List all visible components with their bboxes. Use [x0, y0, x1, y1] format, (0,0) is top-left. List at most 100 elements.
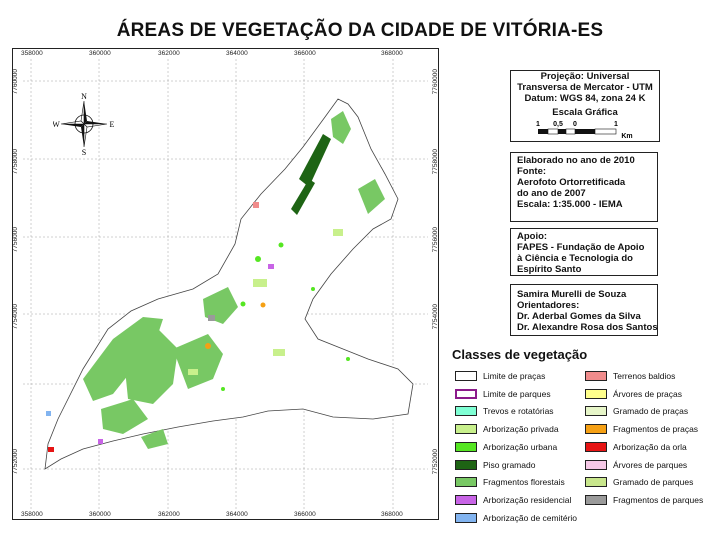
authors-line: Orientadores:	[517, 300, 580, 311]
y-tick-left: 7758000	[12, 149, 19, 175]
legend-label: Arborização privada	[483, 424, 559, 435]
support-line: Apoio:	[517, 231, 548, 242]
x-tick-top: 358000	[21, 50, 43, 57]
legend-item: Gramado de praças	[585, 405, 688, 417]
compass-north: N	[81, 93, 87, 101]
support-line: Espírito Santo	[517, 264, 582, 275]
x-tick-top: 368000	[381, 50, 403, 57]
legend-label: Terrenos baldios	[613, 371, 676, 381]
scale-label: 1	[614, 121, 618, 128]
x-tick-bottom: 360000	[89, 511, 111, 518]
legend-swatch	[585, 406, 607, 417]
x-tick-bottom: 362000	[158, 511, 180, 518]
authors-line: Dr. Aderbal Gomes da Silva	[517, 311, 641, 322]
legend-label: Árvores de parques	[613, 459, 688, 470]
legend-swatch	[455, 424, 477, 435]
x-tick-top: 360000	[89, 50, 111, 57]
x-tick-bottom: 366000	[294, 511, 316, 518]
legend-swatch	[455, 441, 477, 452]
compass-east: E	[110, 120, 115, 129]
legend-label: Gramado de parques	[613, 477, 694, 488]
scale-title: Escala Gráfica	[552, 107, 618, 118]
legend-label: Arborização residencial	[483, 494, 572, 505]
x-tick-top: 366000	[294, 50, 316, 57]
legend-swatch	[455, 477, 477, 488]
x-tick-bottom: 358000	[21, 511, 43, 518]
legend-item: Fragmentos florestais	[455, 476, 565, 488]
projection-line: Projeção: Universal	[540, 71, 630, 82]
legend-item: Arborização da orla	[585, 441, 687, 453]
legend: Limite de praças Limite de parques Trevos …	[455, 370, 715, 530]
y-tick-left: 7756000	[12, 227, 19, 253]
legend-label: Arborização da orla	[613, 441, 687, 452]
x-tick-bottom: 364000	[226, 511, 248, 518]
legend-item: Arborização urbana	[455, 441, 557, 453]
x-tick-top: 364000	[226, 50, 248, 57]
legend-label: Piso gramado	[483, 459, 536, 470]
scale-label: 1	[536, 121, 540, 128]
legend-swatch	[455, 406, 477, 417]
legend-label: Gramado de praças	[613, 406, 689, 417]
y-tick-right: 7758000	[432, 149, 439, 175]
legend-item: Limite de praças	[455, 370, 545, 382]
legend-item: Trevos e rotatórias	[455, 405, 554, 417]
authors-line: Samira Murelli de Souza	[517, 289, 627, 300]
projection-box: Projeção: Universal Transversa de Mercat…	[510, 70, 660, 142]
legend-item: Árvores de praças	[585, 388, 682, 400]
legend-swatch	[455, 494, 477, 505]
source-line: Escala: 1:35.000 - IEMA	[517, 199, 623, 210]
y-tick-right: 7756000	[432, 227, 439, 253]
legend-item: Árvores de parques	[585, 459, 687, 471]
projection-line: Transversa de Mercator - UTM	[517, 82, 653, 93]
legend-item: Fragmentos de praças	[585, 423, 698, 435]
support-box: Apoio: FAPES - Fundação de Apoio à Ciênc…	[510, 228, 658, 276]
legend-swatch	[585, 388, 607, 399]
authors-line: Dr. Alexandre Rosa dos Santos	[517, 322, 658, 333]
x-tick-top: 362000	[158, 50, 180, 57]
source-line: Elaborado no ano de 2010	[517, 155, 635, 166]
legend-label: Árvores de praças	[613, 388, 682, 399]
legend-item: Terrenos baldios	[585, 370, 675, 382]
legend-swatch	[455, 512, 477, 523]
y-tick-left: 7754000	[12, 304, 19, 330]
legend-item: Arborização residencial	[455, 494, 571, 506]
source-box: Elaborado no ano de 2010 Fonte: Aerofoto…	[510, 152, 658, 222]
legend-label: Fragmentos de praças	[613, 424, 699, 435]
legend-item: Piso gramado	[455, 459, 535, 471]
compass-rose-icon: N S E W	[53, 93, 115, 155]
legend-swatch	[585, 459, 607, 470]
x-tick-bottom: 368000	[381, 511, 403, 518]
y-tick-right: 7752000	[432, 449, 439, 475]
legend-label: Arborização urbana	[483, 441, 558, 452]
source-line: Aerofoto Ortorretificada	[517, 177, 626, 188]
scale-label: 0	[573, 121, 577, 128]
support-line: à Ciência e Tecnologia do	[517, 253, 633, 264]
support-line: FAPES - Fundação de Apoio	[517, 242, 645, 253]
city-map	[23, 59, 428, 509]
y-tick-left: 7752000	[12, 449, 19, 475]
legend-item: Arborização privada	[455, 423, 559, 435]
legend-swatch	[455, 459, 477, 470]
legend-swatch	[585, 477, 607, 488]
legend-title: Classes de vegetação	[452, 347, 588, 362]
map-title: ÁREAS DE VEGETAÇÃO DA CIDADE DE VITÓRIA-…	[116, 20, 604, 41]
legend-swatch	[455, 371, 477, 381]
legend-swatch	[585, 494, 607, 505]
source-line: do ano de 2007	[517, 188, 586, 199]
legend-swatch	[585, 424, 607, 435]
source-line: Fonte:	[517, 166, 547, 177]
legend-swatch	[585, 371, 607, 381]
legend-item: Gramado de parques	[585, 476, 693, 488]
compass-south: S	[82, 148, 86, 155]
legend-label: Trevos e rotatórias	[483, 406, 554, 417]
legend-label: Limite de parques	[483, 388, 551, 399]
map-frame: 358000 360000 362000 364000 366000 36800…	[12, 48, 439, 520]
scale-label: 0,5	[553, 121, 563, 128]
scale-unit: Km	[621, 133, 632, 140]
legend-item: Arborização de cemitério	[455, 512, 577, 524]
legend-label: Fragmentos florestais	[483, 477, 565, 488]
projection-line: Datum: WGS 84, zona 24 K	[524, 93, 646, 104]
compass-west: W	[53, 120, 60, 129]
y-tick-right: 7754000	[432, 304, 439, 330]
authors-box: Samira Murelli de Souza Orientadores: Dr…	[510, 284, 658, 336]
